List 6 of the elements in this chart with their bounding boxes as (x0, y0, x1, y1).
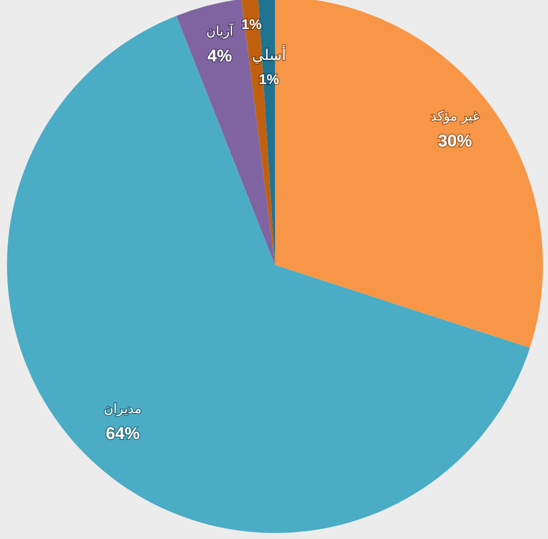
data-label: 30% (438, 131, 472, 150)
slice-label: آريان (206, 22, 235, 40)
data-label: 64% (106, 424, 140, 444)
data-label: 4% (207, 46, 232, 66)
slice-label: غير مؤكد (430, 109, 480, 124)
slice-label: مديران (104, 402, 142, 418)
